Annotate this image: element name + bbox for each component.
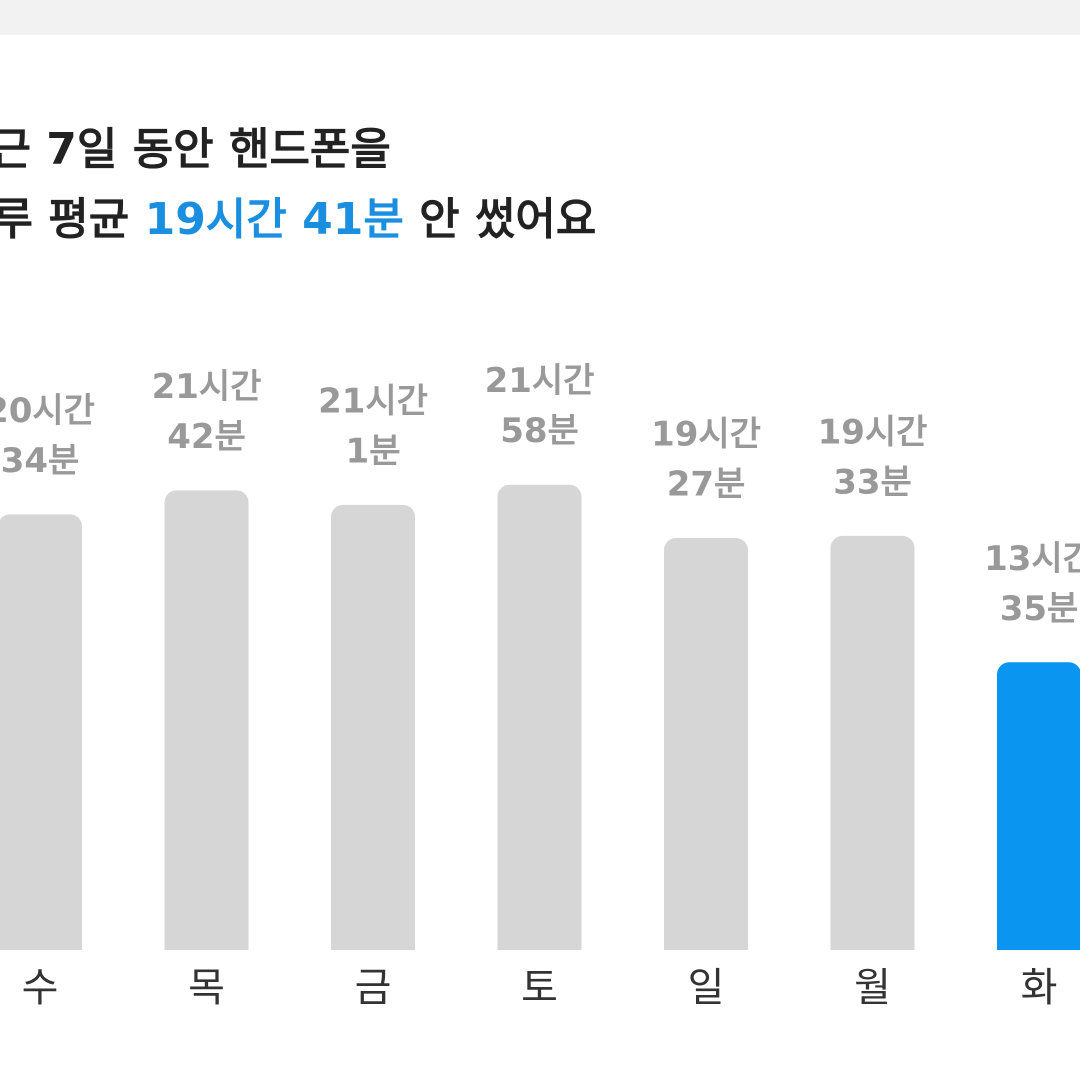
value-label: 20시간 (0, 391, 95, 431)
title-highlight: 19시간 41분 (145, 194, 404, 245)
bar-base (164, 938, 249, 950)
bar (331, 504, 415, 950)
value-label: 42분 (167, 417, 246, 457)
title-prefix: 하루 평균 (0, 194, 129, 245)
value-label: 21시간 (318, 381, 428, 421)
x-tick-label: 금 (355, 965, 392, 1011)
value-label: 58분 (500, 411, 579, 451)
bar-base (830, 938, 915, 950)
bar (664, 538, 748, 950)
value-label: 21시간 (485, 361, 595, 401)
value-label: 19시간 (651, 415, 761, 455)
title-line1: 최근 7일 동안 핸드폰을 (0, 124, 391, 175)
top-bar (0, 0, 1080, 35)
value-label: 34분 (1, 441, 80, 481)
bar (830, 535, 915, 950)
x-tick-label: 토 (521, 965, 558, 1011)
bar (0, 514, 82, 950)
bar-base (997, 938, 1080, 950)
bar-base (664, 938, 748, 950)
bar (497, 484, 582, 950)
value-label: 19시간 (818, 412, 928, 452)
x-tick-label: 목 (188, 965, 225, 1011)
bar-base (497, 938, 582, 950)
title-line2: 하루 평균 19시간 41분 안 썼어요 (0, 194, 596, 245)
bar (997, 662, 1080, 950)
value-label: 21시간 (152, 367, 262, 407)
x-tick-label: 월 (854, 965, 891, 1011)
x-tick-label: 수 (22, 965, 59, 1011)
value-label: 27분 (667, 465, 746, 505)
x-tick-label: 화 (1021, 965, 1058, 1011)
x-tick-label: 일 (688, 965, 725, 1011)
value-label: 1분 (346, 431, 401, 471)
value-label: 33분 (833, 462, 912, 502)
value-label: 13시간 (984, 539, 1080, 579)
value-label: 35분 (1000, 589, 1079, 629)
bar-base (0, 938, 82, 950)
title-suffix: 안 썼어요 (419, 194, 596, 245)
bar (164, 490, 249, 950)
bar-base (331, 938, 415, 950)
